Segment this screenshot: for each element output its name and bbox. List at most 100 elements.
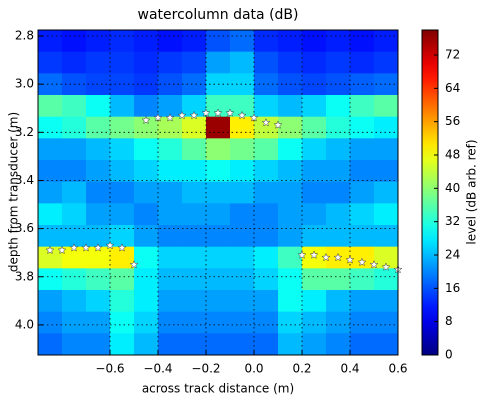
heatmap-cell <box>38 116 63 139</box>
heatmap-cell <box>134 51 159 74</box>
heatmap-cell <box>230 138 255 161</box>
heatmap-cell <box>374 116 398 139</box>
heatmap-cell <box>110 116 135 139</box>
heatmap-cell <box>254 73 279 96</box>
heatmap-cell <box>62 116 87 139</box>
detection-marker <box>117 243 127 252</box>
detection-marker <box>297 250 307 259</box>
heatmap-cell <box>326 73 351 96</box>
y-axis-label: depth from transducer (m) <box>7 112 21 272</box>
heatmap-cell <box>374 290 398 313</box>
detection-marker <box>81 243 91 252</box>
detection-marker <box>249 113 259 122</box>
heatmap-cell <box>350 246 375 269</box>
heatmap-cell <box>302 181 327 204</box>
heatmap-cell <box>62 333 87 355</box>
heatmap-cell <box>230 116 255 139</box>
heatmap-cell <box>110 268 135 291</box>
heatmap-cell <box>86 51 111 74</box>
heatmap-cell <box>62 246 87 269</box>
heatmap-cell <box>134 333 159 355</box>
colorbar-tick-label: 32 <box>445 214 460 228</box>
heatmap-cell <box>38 333 63 355</box>
x-tick-label: 0.0 <box>244 362 263 376</box>
heatmap-cell <box>62 95 87 118</box>
heatmap-cell <box>206 290 231 313</box>
x-tick-label: −0.6 <box>95 362 124 376</box>
heatmap-cell <box>182 311 207 334</box>
heatmap-cell <box>374 51 398 74</box>
heatmap-cell <box>206 311 231 334</box>
heatmap-cell <box>110 181 135 204</box>
heatmap-cell <box>374 138 398 161</box>
heatmap-cell <box>230 181 255 204</box>
heatmap-cell <box>302 51 327 74</box>
detection-marker <box>381 262 391 271</box>
heatmap-cell <box>230 268 255 291</box>
heatmap-cell <box>134 138 159 161</box>
heatmap-cell <box>134 225 159 248</box>
detection-marker <box>45 245 55 255</box>
detection-marker <box>165 113 175 122</box>
y-tick-label: 3.2 <box>15 125 34 139</box>
heatmap-cell <box>230 203 255 226</box>
heatmap-cell <box>326 268 351 291</box>
y-tick-label: 4.0 <box>15 317 34 331</box>
heatmap-cell <box>86 181 111 204</box>
detection-marker <box>141 115 151 125</box>
heatmap-cell <box>326 116 351 139</box>
detection-marker <box>57 245 67 255</box>
heatmap-cell <box>110 246 135 269</box>
heatmap-cell <box>182 333 207 355</box>
heatmap-cell <box>86 116 111 139</box>
heatmap-cell <box>158 311 183 334</box>
heatmap-cell <box>38 246 63 269</box>
heatmap-cell <box>326 138 351 161</box>
heatmap-cell <box>110 333 135 355</box>
heatmap-cell <box>302 116 327 139</box>
heatmap-cell <box>326 181 351 204</box>
heatmap-cell <box>110 51 135 74</box>
heatmap-cell <box>134 203 159 226</box>
detection-marker <box>309 250 319 259</box>
heatmap-cell <box>182 51 207 74</box>
heatmap-cell <box>38 290 63 313</box>
colorbar <box>421 29 439 356</box>
heatmap-cell <box>206 138 231 161</box>
heatmap-cell <box>230 225 255 248</box>
heatmap-cell <box>254 116 279 139</box>
heatmap-cell <box>278 268 303 291</box>
colorbar-tick-label: 24 <box>445 248 460 262</box>
colorbar-tick-label: 40 <box>445 181 460 195</box>
heatmap-cell <box>350 95 375 118</box>
heatmap-cell <box>374 30 398 53</box>
heatmap-cell <box>350 333 375 355</box>
heatmap-cell <box>158 51 183 74</box>
heatmap-cell <box>38 225 63 248</box>
heatmap-cell <box>110 95 135 118</box>
heatmap-cell <box>86 73 111 96</box>
heatmap-cell <box>182 116 207 139</box>
colorbar-tick-label: 8 <box>445 314 453 328</box>
heatmap-cell <box>110 138 135 161</box>
heatmap-cell <box>254 51 279 74</box>
heatmap-cell <box>206 268 231 291</box>
colorbar-tick-label: 64 <box>445 81 460 95</box>
heatmap-cell <box>302 311 327 334</box>
heatmap-cell <box>86 290 111 313</box>
heatmap-cell <box>374 95 398 118</box>
heatmap-cell <box>278 160 303 183</box>
heatmap-cell <box>182 160 207 183</box>
heatmap-cell <box>278 225 303 248</box>
heatmap-cell <box>326 203 351 226</box>
x-tick-label: −0.4 <box>143 362 172 376</box>
heatmap-cell <box>134 95 159 118</box>
heatmap-cell <box>278 203 303 226</box>
heatmap-cell <box>206 225 231 248</box>
heatmap-cell <box>158 138 183 161</box>
heatmap-cell <box>350 225 375 248</box>
heatmap-cell <box>254 181 279 204</box>
heatmap-cell <box>230 311 255 334</box>
detection-marker <box>369 260 379 269</box>
heatmap-cell <box>134 30 159 53</box>
